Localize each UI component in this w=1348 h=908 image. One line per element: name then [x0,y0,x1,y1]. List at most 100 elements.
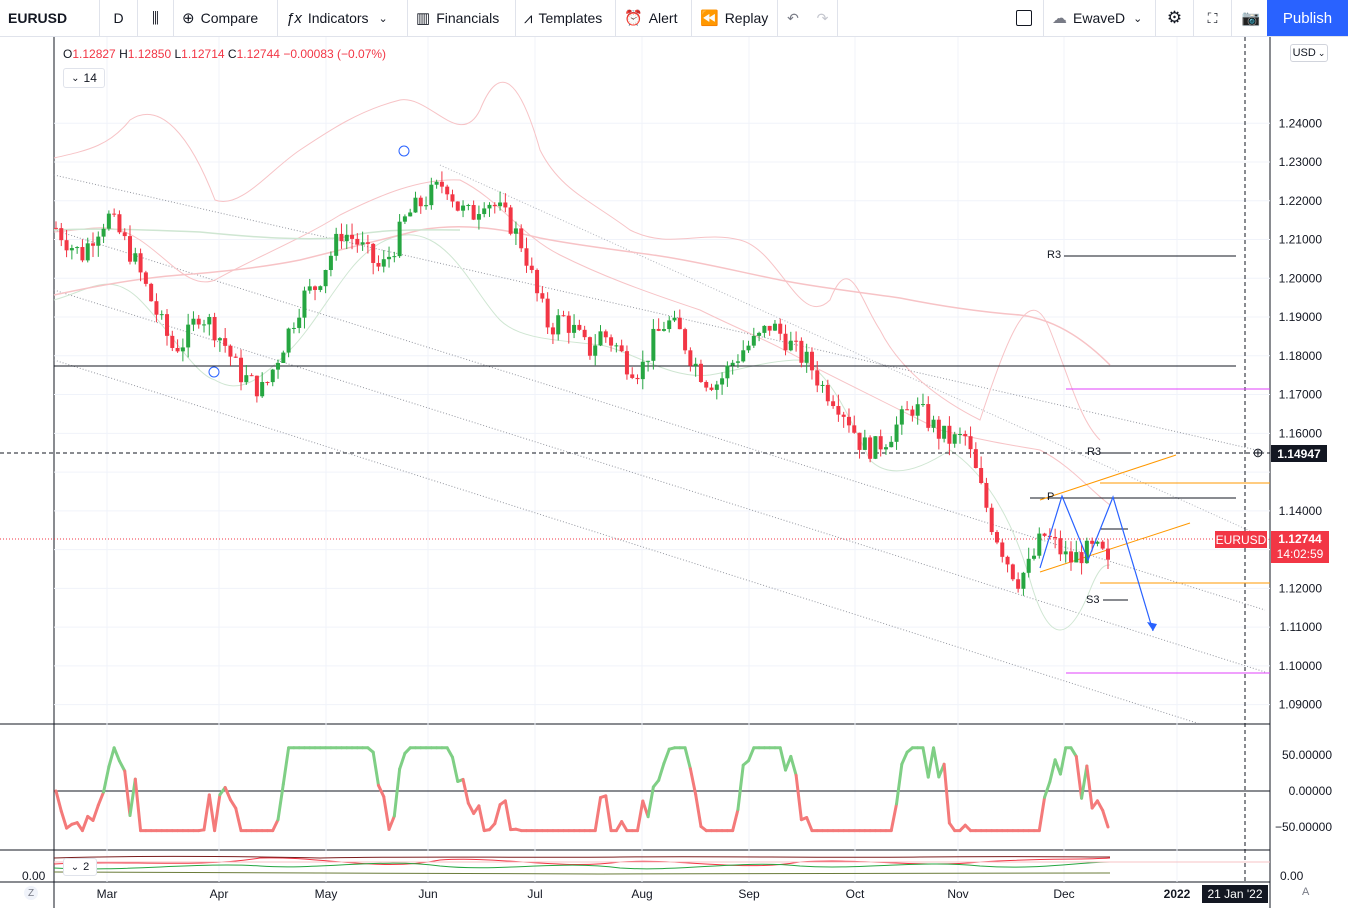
candle-body [704,381,709,388]
alert-button[interactable]: ⏰ Alert [616,0,692,36]
undo-button[interactable]: ↶ [778,0,808,36]
candle-body [688,350,693,366]
settings-button[interactable]: ⚙ [1156,0,1194,36]
candle-body [466,205,471,207]
symbol-search-button[interactable]: EURUSD [0,0,100,36]
candle-body [635,377,640,380]
oscillator-segment [895,762,904,806]
chart-canvas[interactable]: 1.24000 1.23000 1.22000 1.21000 1.20000 1.190… [0,37,1348,908]
oscillator-segment [228,798,238,810]
compare-button[interactable]: ⊕ Compare [174,0,278,36]
candle-body [714,384,719,390]
candle-body [1063,551,1068,555]
layout-button[interactable]: ☁ EwaveD ⌄ [1044,0,1156,36]
candle-body [180,347,185,352]
candle-body [730,362,735,366]
oscillator-segment [107,746,116,769]
oscillator-segment [54,789,63,813]
currency-selector[interactable]: USD ⌄ [1290,44,1328,62]
zoom-button[interactable]: Z [24,886,38,900]
oscillator-segment [281,746,291,786]
candle-body [582,329,587,338]
oscillator-segment [271,818,280,833]
add-alert-icon[interactable]: ⊕ [1252,445,1264,460]
candle-body [365,242,370,244]
candle-body [1037,533,1042,556]
cloud-icon: ☁ [1052,10,1067,27]
candle-body [1000,542,1005,557]
indicators-button[interactable]: ƒx Indicators ⌄ [278,0,408,36]
price-tick-label: 1.16000 [1279,426,1323,440]
candle-body [640,361,645,380]
oscillator-segment [636,799,645,833]
candle-body [619,345,624,352]
candle-body [735,361,740,363]
candle-body [931,419,936,428]
indicator-length-toggle[interactable]: ⌄ 14 [63,68,105,88]
candle-body [698,363,703,382]
oscillator-segment [921,746,930,779]
candle-body [392,256,397,258]
candle-body [683,329,688,351]
pivot-r3-upper-label: R3 [1047,249,1062,261]
oscillator-segment [398,751,407,771]
time-tick-label: 2022 [1164,887,1191,901]
expand-button[interactable]: ⛶ [1194,0,1232,36]
candle-body [376,262,381,267]
publish-button[interactable]: Publish [1267,0,1348,36]
pivot-s3-label: S3 [1086,594,1100,606]
redo-button[interactable]: ↷ [808,0,838,36]
candle-body [112,213,117,215]
candle-body [223,338,228,346]
price-tick-label: 1.22000 [1279,194,1323,208]
swing-high-marker [398,145,410,157]
chart-type-button[interactable]: ⫼ [138,0,174,36]
countdown-timer: 14:02:59 [1276,547,1324,561]
regression-channel [53,164,1271,725]
candle-body [350,234,355,239]
templates-button[interactable]: ⩘ Templates [516,0,616,36]
candle-body [297,317,302,328]
candle-body [936,419,941,439]
indicator-2-toggle[interactable]: ⌄ 2 [63,858,97,876]
candle-body [75,247,80,249]
pivot-p-label: P [1047,491,1055,503]
oscillator-segment [747,746,756,763]
oscillator-segment [1037,795,1047,833]
candle-body [624,351,629,375]
auto-scale-button[interactable]: A [1302,886,1310,898]
oscillator-segment [445,746,454,759]
candle-body [1084,540,1089,564]
fullscreen-toggle[interactable] [1004,0,1044,36]
candle-body [1010,564,1015,580]
time-tick-label: Mar [97,887,118,901]
oscillator-segment [450,755,460,784]
candle-body [1058,538,1063,555]
candle-body [461,205,466,211]
oscillator-segment [805,816,814,833]
toolbar-spacer [838,0,1004,36]
oscillator-segment [376,783,386,799]
candle-body [170,335,175,348]
candle-body [920,404,925,406]
candle-body [984,482,989,508]
interval-button[interactable]: D [100,0,138,36]
oscillator-segment [1069,746,1078,758]
financials-button[interactable]: ▥ Financials [408,0,516,36]
candle-body [815,370,820,386]
candle-body [751,335,756,346]
candle-body [207,316,212,325]
candle-body [307,286,312,291]
time-tick-label: Dec [1053,887,1074,901]
indicators-label: Indicators [307,10,369,26]
replay-button[interactable]: ⏪ Replay [692,0,778,36]
candle-body [106,213,111,229]
candle-body [651,328,656,361]
snapshot-button[interactable]: 📷 [1232,0,1270,36]
price-tick-label: 1.19000 [1279,310,1323,324]
candle-body [165,314,170,336]
replay-label: Replay [724,10,769,26]
candle-body [334,233,339,256]
candle-body [498,202,503,207]
candle-body [746,345,751,351]
